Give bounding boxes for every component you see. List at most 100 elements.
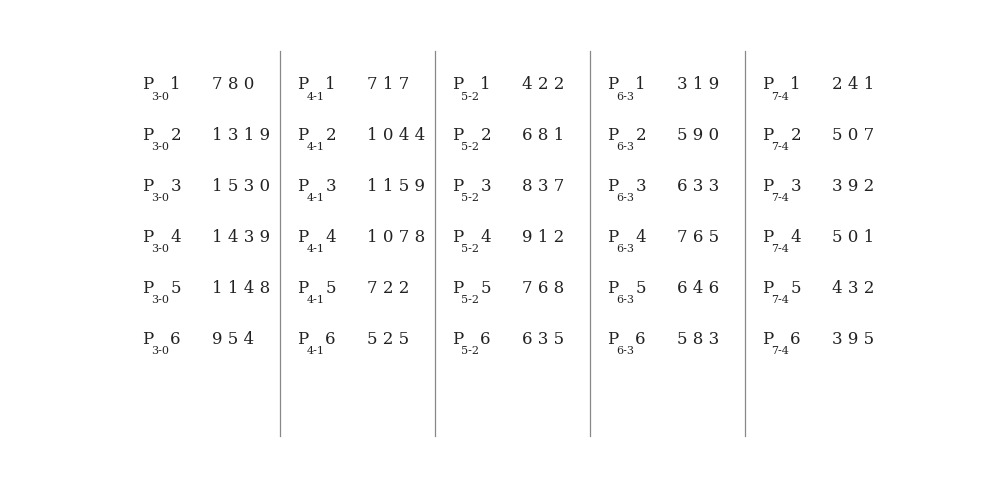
Text: 5 8 3: 5 8 3 [677,331,719,348]
Text: 6: 6 [790,331,801,348]
Text: P: P [762,127,773,144]
Text: P: P [452,127,463,144]
Text: 7 1 7: 7 1 7 [367,76,409,93]
Text: 3-0: 3-0 [151,143,169,152]
Text: 5 0 1: 5 0 1 [832,229,874,246]
Text: P: P [297,178,308,195]
Text: 6: 6 [635,331,646,348]
Text: 7 6 8: 7 6 8 [522,280,564,297]
Text: 4-1: 4-1 [306,92,324,101]
Text: 6 8 1: 6 8 1 [522,127,564,144]
Text: 5: 5 [325,280,336,297]
Text: 4: 4 [635,229,646,246]
Text: 2: 2 [170,127,181,144]
Text: P: P [142,331,153,348]
Text: 1: 1 [170,76,181,93]
Text: 6-3: 6-3 [616,346,634,356]
Text: P: P [762,280,773,297]
Text: P: P [452,280,463,297]
Text: 9 1 2: 9 1 2 [522,229,564,246]
Text: 6 4 6: 6 4 6 [677,280,719,297]
Text: 5: 5 [480,280,491,297]
Text: 7-4: 7-4 [771,194,789,203]
Text: 6-3: 6-3 [616,194,634,203]
Text: 6-3: 6-3 [616,295,634,305]
Text: 1: 1 [635,76,646,93]
Text: 4-1: 4-1 [306,194,324,203]
Text: 3-0: 3-0 [151,194,169,203]
Text: 5: 5 [170,280,181,297]
Text: 1 0 4 4: 1 0 4 4 [367,127,425,144]
Text: 5-2: 5-2 [461,194,479,203]
Text: 2 4 1: 2 4 1 [832,76,874,93]
Text: 4 3 2: 4 3 2 [832,280,874,297]
Text: P: P [762,331,773,348]
Text: P: P [142,178,153,195]
Text: 2: 2 [480,127,491,144]
Text: 3: 3 [790,178,801,195]
Text: 2: 2 [325,127,336,144]
Text: P: P [297,76,308,93]
Text: 3-0: 3-0 [151,346,169,356]
Text: 4-1: 4-1 [306,245,324,254]
Text: 5 0 7: 5 0 7 [832,127,874,144]
Text: 4: 4 [790,229,801,246]
Text: 4-1: 4-1 [306,143,324,152]
Text: 1 0 7 8: 1 0 7 8 [367,229,425,246]
Text: 5-2: 5-2 [461,143,479,152]
Text: 3-0: 3-0 [151,295,169,305]
Text: 9 5 4: 9 5 4 [212,331,254,348]
Text: 7 6 5: 7 6 5 [677,229,719,246]
Text: P: P [762,178,773,195]
Text: P: P [452,229,463,246]
Text: 1 5 3 0: 1 5 3 0 [212,178,270,195]
Text: 7-4: 7-4 [771,92,789,101]
Text: 5-2: 5-2 [461,92,479,101]
Text: P: P [142,127,153,144]
Text: 3 1 9: 3 1 9 [677,76,719,93]
Text: 6: 6 [325,331,336,348]
Text: P: P [607,76,618,93]
Text: 1 3 1 9: 1 3 1 9 [212,127,270,144]
Text: 1: 1 [480,76,491,93]
Text: P: P [142,76,153,93]
Text: P: P [452,76,463,93]
Text: 5-2: 5-2 [461,346,479,356]
Text: 1: 1 [325,76,336,93]
Text: 4: 4 [170,229,181,246]
Text: 1 1 5 9: 1 1 5 9 [367,178,425,195]
Text: 6 3 3: 6 3 3 [677,178,719,195]
Text: P: P [142,229,153,246]
Text: P: P [607,229,618,246]
Text: 6-3: 6-3 [616,245,634,254]
Text: 5-2: 5-2 [461,295,479,305]
Text: 8 3 7: 8 3 7 [522,178,564,195]
Text: P: P [297,229,308,246]
Text: 3: 3 [325,178,336,195]
Text: 5 9 0: 5 9 0 [677,127,719,144]
Text: 6 3 5: 6 3 5 [522,331,564,348]
Text: 4-1: 4-1 [306,295,324,305]
Text: 3-0: 3-0 [151,92,169,101]
Text: P: P [142,280,153,297]
Text: 7 2 2: 7 2 2 [367,280,409,297]
Text: 7-4: 7-4 [771,245,789,254]
Text: P: P [607,178,618,195]
Text: 6-3: 6-3 [616,92,634,101]
Text: P: P [607,127,618,144]
Text: 4 2 2: 4 2 2 [522,76,564,93]
Text: 1 1 4 8: 1 1 4 8 [212,280,270,297]
Text: 3 9 2: 3 9 2 [832,178,874,195]
Text: P: P [452,178,463,195]
Text: 5: 5 [635,280,646,297]
Text: 4: 4 [480,229,491,246]
Text: 1 4 3 9: 1 4 3 9 [212,229,270,246]
Text: 2: 2 [790,127,801,144]
Text: P: P [607,331,618,348]
Text: P: P [762,229,773,246]
Text: 3: 3 [170,178,181,195]
Text: 4-1: 4-1 [306,346,324,356]
Text: P: P [297,280,308,297]
Text: 7 8 0: 7 8 0 [212,76,254,93]
Text: 4: 4 [325,229,336,246]
